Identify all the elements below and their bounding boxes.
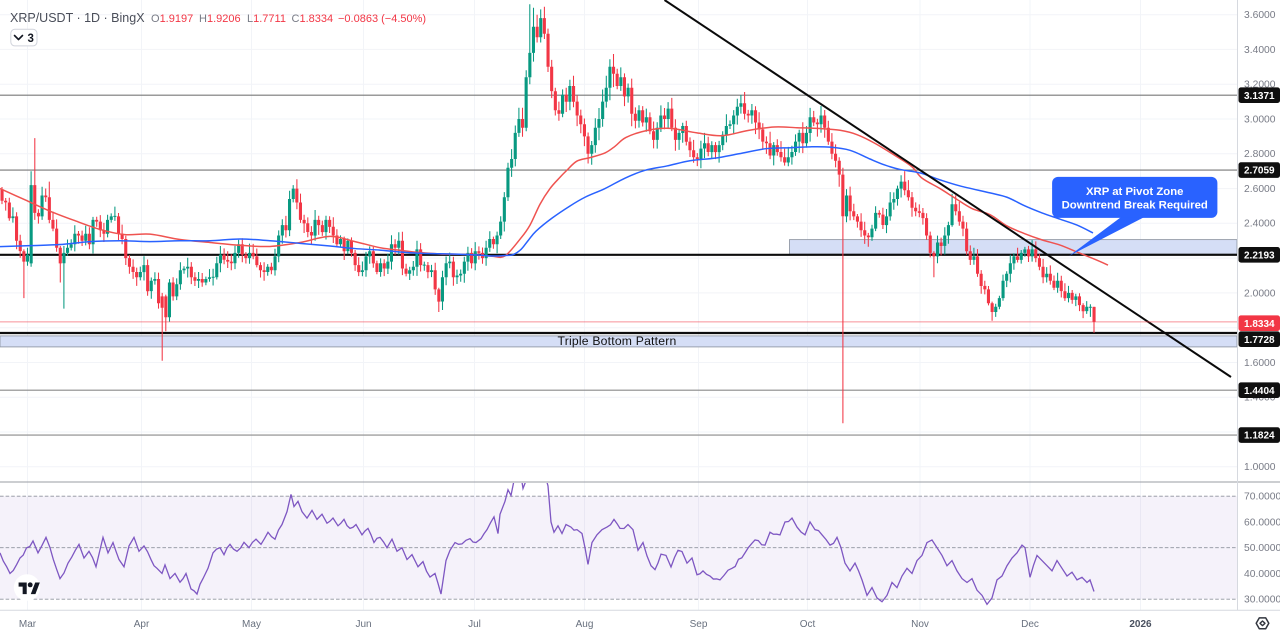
svg-text:Mar: Mar [19, 619, 37, 630]
svg-text:50.0000: 50.0000 [1244, 543, 1280, 554]
svg-text:2.4000: 2.4000 [1244, 219, 1276, 230]
svg-text:1.1824: 1.1824 [1244, 431, 1275, 442]
svg-text:1.7728: 1.7728 [1244, 335, 1275, 346]
svg-text:Jun: Jun [355, 619, 371, 630]
svg-text:Apr: Apr [134, 619, 150, 630]
svg-text:2.0000: 2.0000 [1244, 288, 1276, 299]
svg-text:Oct: Oct [800, 619, 816, 630]
svg-text:Aug: Aug [576, 619, 594, 630]
svg-text:2.2193: 2.2193 [1244, 250, 1275, 261]
svg-text:1.0000: 1.0000 [1244, 462, 1276, 473]
svg-text:3: 3 [28, 33, 34, 45]
svg-text:2.6000: 2.6000 [1244, 184, 1276, 195]
svg-text:70.0000: 70.0000 [1244, 492, 1280, 503]
svg-text:2.8000: 2.8000 [1244, 149, 1276, 160]
svg-text:Sep: Sep [690, 619, 708, 630]
svg-text:Dec: Dec [1021, 619, 1039, 630]
svg-text:1.4000: 1.4000 [1244, 393, 1276, 404]
svg-text:3.2000: 3.2000 [1244, 80, 1276, 91]
svg-text:Nov: Nov [911, 619, 929, 630]
svg-text:XRP/USDT · 1D · BingX: XRP/USDT · 1D · BingX [10, 11, 145, 25]
svg-text:3.0000: 3.0000 [1244, 114, 1276, 125]
svg-text:1.4404: 1.4404 [1244, 386, 1275, 397]
svg-text:3.1371: 3.1371 [1244, 91, 1275, 102]
svg-text:60.0000: 60.0000 [1244, 517, 1280, 528]
svg-text:Downtrend Break Required: Downtrend Break Required [1062, 200, 1208, 212]
svg-text:May: May [242, 619, 261, 630]
svg-text:XRP at Pivot Zone: XRP at Pivot Zone [1086, 186, 1184, 198]
svg-text:1.6000: 1.6000 [1244, 358, 1276, 369]
svg-text:2026: 2026 [1129, 619, 1152, 630]
svg-text:Jul: Jul [468, 619, 481, 630]
svg-text:Triple Bottom Pattern: Triple Bottom Pattern [558, 334, 677, 348]
svg-text:3.6000: 3.6000 [1244, 10, 1276, 21]
svg-text:1.8334: 1.8334 [1244, 319, 1275, 330]
svg-text:2.7059: 2.7059 [1244, 166, 1275, 177]
svg-text:30.0000: 30.0000 [1244, 595, 1280, 606]
svg-text:3.4000: 3.4000 [1244, 45, 1276, 56]
svg-text:40.0000: 40.0000 [1244, 569, 1280, 580]
